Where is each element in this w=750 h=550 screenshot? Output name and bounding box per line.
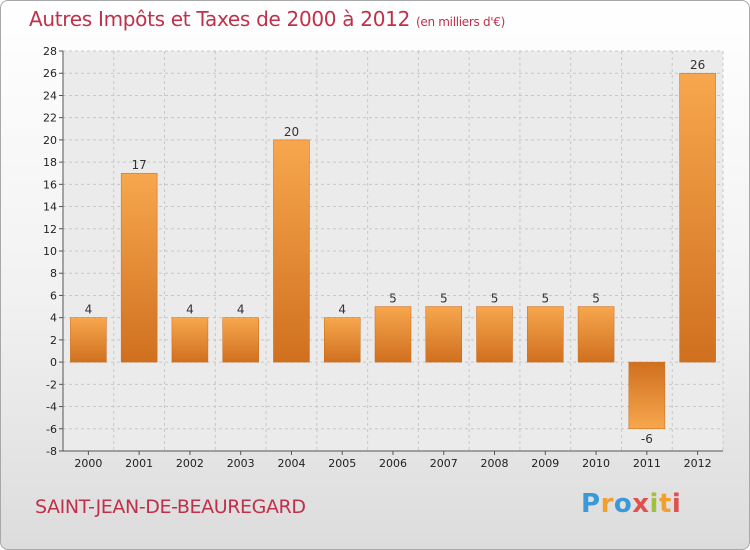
logo-letter: r [600, 489, 614, 519]
bar [628, 361, 666, 430]
x-tick-label: 2002 [176, 457, 204, 470]
data-label: 17 [132, 158, 147, 172]
logo-letter: i [671, 489, 682, 519]
y-tick-label: 18 [43, 156, 57, 169]
x-tick-label: 2011 [633, 457, 661, 470]
bar [476, 306, 513, 363]
y-tick-label: 14 [43, 201, 57, 214]
chart-title: Autres Impôts et Taxes de 2000 à 2012 (en… [29, 7, 505, 31]
y-tick-label: 0 [50, 356, 57, 369]
y-tick-label: -2 [46, 378, 57, 391]
y-tick-label: 24 [43, 89, 57, 102]
bar [273, 139, 310, 363]
y-tick-label: 10 [43, 245, 57, 258]
logo-letter: o [613, 489, 633, 519]
x-tick-label: 2012 [684, 457, 712, 470]
y-tick-label: 28 [43, 45, 57, 58]
y-tick-label: 12 [43, 223, 57, 236]
x-tick-label: 2003 [227, 457, 255, 470]
bar [120, 172, 158, 363]
logo-letter: P [581, 489, 601, 519]
data-label: 20 [284, 125, 299, 139]
bar [374, 306, 412, 363]
unit-label: (en milliers d'€) [416, 15, 506, 29]
data-labels: 4 17 4 4 20 4 5 5 5 5 5 -6 26 [85, 58, 706, 446]
bars [70, 72, 716, 430]
data-label: 26 [690, 58, 705, 72]
x-tick-label: 2005 [328, 457, 356, 470]
data-label: 4 [85, 303, 93, 317]
x-tick-label: 2008 [481, 457, 509, 470]
x-tick-label: 2001 [125, 457, 153, 470]
bar [323, 317, 361, 363]
x-tick-label: 2007 [430, 457, 458, 470]
title-text: Autres Impôts et Taxes de 2000 à 2012 [29, 7, 410, 31]
bar [527, 306, 564, 363]
data-label: 5 [491, 292, 499, 306]
data-label: 4 [237, 303, 245, 317]
data-label: 5 [440, 292, 448, 306]
y-tick-label: 8 [50, 267, 57, 280]
y-tick-label: 22 [43, 112, 57, 125]
logo-letter: x [632, 489, 650, 519]
data-label: -6 [641, 432, 653, 446]
y-tick-label: 4 [50, 312, 57, 325]
x-tick-label: 2006 [379, 457, 407, 470]
data-label: 4 [186, 303, 194, 317]
x-tick-label: 2004 [277, 457, 305, 470]
x-tick-label: 2009 [531, 457, 559, 470]
y-tick-label: 26 [43, 67, 57, 80]
x-tick-label: 2010 [582, 457, 610, 470]
data-label: 4 [338, 303, 346, 317]
bar [222, 317, 259, 363]
bar [577, 306, 615, 363]
y-tick-label: -4 [46, 401, 57, 414]
data-label: 5 [389, 292, 397, 306]
data-label: 5 [592, 292, 600, 306]
y-tick-label: 2 [50, 334, 57, 347]
data-label: 5 [541, 292, 549, 306]
bar [425, 306, 463, 363]
logo-letter: i [649, 489, 659, 519]
proxiti-logo: Proxiti [581, 489, 681, 519]
y-tick-label: -6 [46, 423, 57, 436]
y-tick-label: 20 [43, 134, 57, 147]
y-tick-label: -8 [46, 445, 57, 458]
logo-letter: t [658, 489, 672, 519]
bar [679, 72, 716, 363]
bar [171, 317, 209, 363]
x-tick-label: 2000 [74, 457, 102, 470]
y-tick-label: 6 [50, 289, 57, 302]
y-tick-label: 16 [43, 178, 57, 191]
commune-name: SAINT-JEAN-DE-BEAUREGARD [35, 496, 306, 518]
bar [70, 317, 107, 363]
